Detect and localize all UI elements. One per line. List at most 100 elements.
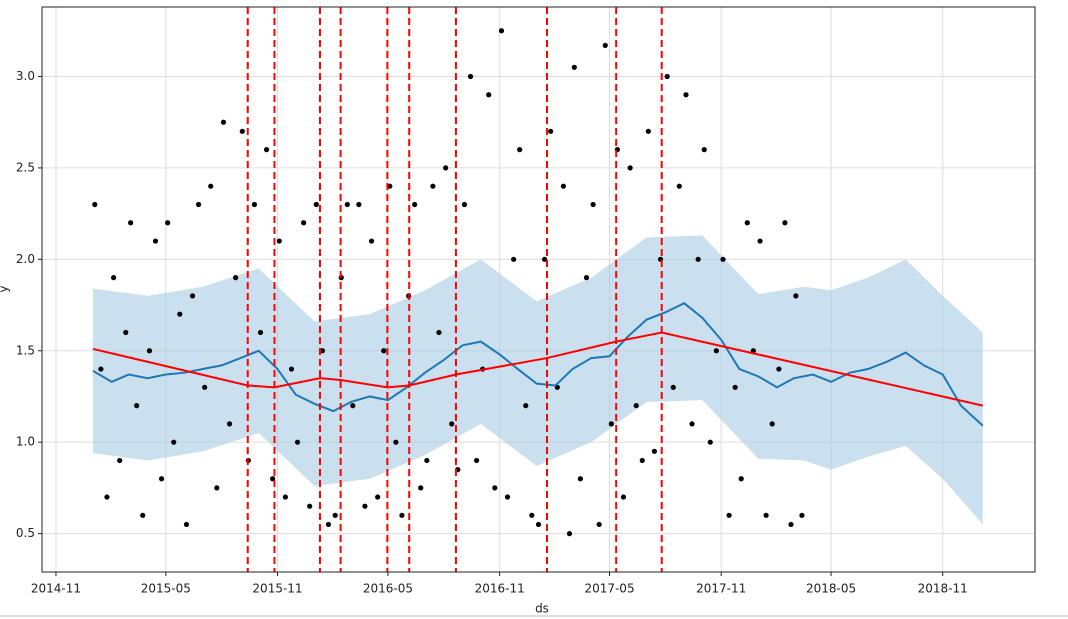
data-point <box>608 421 614 427</box>
data-point <box>461 201 468 208</box>
data-point <box>319 348 326 354</box>
data-point <box>633 403 639 409</box>
data-point <box>486 92 492 98</box>
data-point <box>92 201 98 208</box>
data-point <box>596 521 602 528</box>
data-point <box>683 92 689 98</box>
data-point <box>523 403 529 409</box>
x-tick-label: 2017-05 <box>584 582 634 596</box>
data-point <box>590 201 596 208</box>
x-tick-label: 2016-11 <box>475 582 525 596</box>
data-point <box>744 220 750 226</box>
data-point <box>257 329 264 336</box>
data-point <box>695 256 701 262</box>
data-point <box>189 293 196 299</box>
data-point <box>301 220 307 226</box>
data-point <box>208 183 214 189</box>
data-point <box>707 439 713 445</box>
data-point <box>424 457 430 464</box>
data-point <box>375 494 381 500</box>
data-point <box>713 348 719 354</box>
data-point <box>799 512 805 518</box>
data-point <box>202 384 208 390</box>
data-point <box>123 329 129 336</box>
data-point <box>620 494 627 500</box>
data-point <box>548 128 554 134</box>
data-point <box>738 476 744 482</box>
data-point <box>393 439 399 445</box>
data-point <box>529 512 535 518</box>
x-tick-label: 2015-11 <box>252 582 302 596</box>
data-point <box>473 457 480 464</box>
data-point <box>412 201 418 208</box>
data-point <box>111 275 117 281</box>
data-point <box>583 275 590 281</box>
data-point <box>276 238 282 244</box>
y-tick-label: 1.0 <box>16 435 35 449</box>
data-point <box>104 494 110 500</box>
data-point <box>776 366 782 372</box>
line <box>92 302 984 427</box>
data-point <box>195 201 202 208</box>
data-point <box>670 384 676 390</box>
x-tick-label: 2017-11 <box>696 582 746 596</box>
data-point <box>769 421 775 427</box>
data-point <box>368 238 375 244</box>
data-point <box>627 165 633 171</box>
data-point <box>140 512 146 518</box>
data-point <box>467 73 474 80</box>
x-tick-label: 2014-11 <box>31 582 81 596</box>
data-point <box>134 403 140 409</box>
data-point <box>645 128 651 134</box>
data-point <box>294 439 301 445</box>
y-tick-label: 0.5 <box>16 526 35 540</box>
data-point <box>430 183 436 189</box>
data-point <box>732 384 738 390</box>
data-point <box>602 42 608 48</box>
data-point <box>165 220 171 226</box>
x-tick-label: 2018-11 <box>918 582 968 596</box>
data-point <box>307 503 313 509</box>
data-point <box>726 512 732 518</box>
data-point <box>788 521 794 528</box>
data-point <box>226 421 233 427</box>
data-point <box>220 119 227 125</box>
data-point <box>701 147 707 153</box>
data-point <box>577 476 583 482</box>
data-point <box>541 256 548 262</box>
data-point <box>676 183 682 189</box>
x-axis-label: ds <box>535 602 549 616</box>
data-point <box>757 238 763 244</box>
y-tick-label: 1.5 <box>16 343 35 357</box>
data-point <box>158 476 165 482</box>
data-point <box>504 494 511 500</box>
data-point <box>720 256 726 262</box>
data-point <box>418 485 424 491</box>
data-point <box>566 531 573 537</box>
data-point <box>498 28 505 34</box>
data-point <box>517 147 523 153</box>
data-point <box>436 329 442 336</box>
data-point <box>344 201 350 208</box>
data-point <box>313 201 319 208</box>
y-tick-label: 3.0 <box>16 69 35 83</box>
data-point <box>288 366 295 372</box>
x-tick-label: 2018-05 <box>806 582 856 596</box>
data-point <box>387 183 393 189</box>
data-point <box>214 485 220 491</box>
data-point <box>152 238 159 244</box>
data-point <box>535 521 542 528</box>
data-point <box>639 457 645 464</box>
data-point <box>443 165 449 171</box>
data-point <box>177 311 183 317</box>
data-point <box>239 128 245 134</box>
data-point <box>171 439 177 445</box>
y-tick-label: 2.5 <box>16 160 35 174</box>
y-axis-label: y <box>0 285 11 292</box>
data-point <box>233 275 239 281</box>
data-point <box>356 201 362 208</box>
data-point <box>282 494 288 500</box>
data-point <box>511 256 517 262</box>
data-point <box>651 448 658 454</box>
data-point <box>793 293 799 299</box>
